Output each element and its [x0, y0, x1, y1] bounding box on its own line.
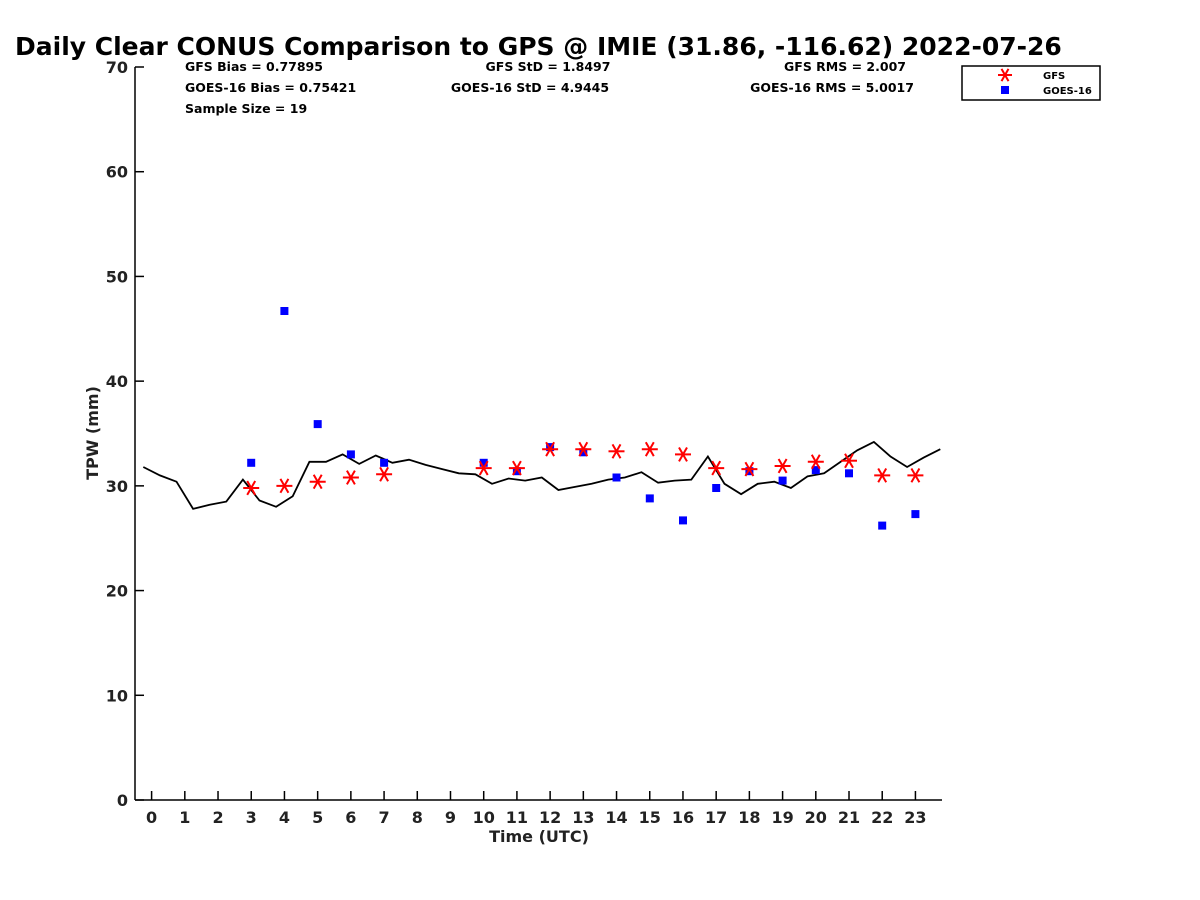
goes16-point — [679, 516, 687, 525]
legend-gfs-label: GFS — [1043, 71, 1065, 82]
goes16-point — [745, 467, 754, 476]
y-tick-label: 40 — [106, 372, 128, 391]
legend-gfs-asterisk — [998, 68, 1012, 82]
x-tick-label: 13 — [572, 808, 594, 827]
y-tick-label: 30 — [106, 477, 128, 496]
goes16-point — [247, 458, 256, 467]
goes16-point — [346, 450, 355, 459]
y-tick-label: 60 — [106, 163, 128, 182]
gfs-point — [907, 467, 924, 483]
gfs-point — [741, 461, 758, 477]
goes16-point — [512, 467, 521, 476]
goes16-point — [546, 443, 555, 452]
y-tick-label: 0 — [117, 791, 128, 810]
x-tick-label: 15 — [639, 808, 661, 827]
gfs-point — [475, 460, 492, 476]
x-tick-label: 21 — [838, 808, 860, 827]
gfs-std-stat: GFS StD = 1.8497 — [486, 59, 611, 74]
goes16-point — [911, 510, 920, 519]
x-tick-label: 11 — [506, 808, 528, 827]
legend-goes-marker — [1001, 86, 1009, 94]
goes16-point — [645, 494, 654, 503]
gfs-point — [575, 441, 592, 457]
y-tick-label: 20 — [106, 582, 128, 601]
goes16-point — [313, 420, 322, 429]
goes16-point — [778, 476, 787, 485]
goes16-point — [811, 466, 820, 475]
x-tick-label: 23 — [904, 808, 926, 827]
gps-series-line — [142, 440, 941, 510]
x-tick-label: 18 — [738, 808, 760, 827]
x-tick-label: 0 — [146, 808, 157, 827]
x-tick-label: 6 — [345, 808, 356, 827]
goes16-point — [280, 307, 289, 315]
x-tick-label: 22 — [871, 808, 893, 827]
goes16-point — [878, 521, 887, 530]
x-tick-label: 4 — [279, 808, 290, 827]
x-axis-label: Time (UTC) — [489, 827, 589, 846]
x-tick-label: 16 — [672, 808, 694, 827]
x-tick-label: 19 — [771, 808, 793, 827]
gfs-point — [774, 458, 791, 474]
x-tick-label: 2 — [212, 808, 223, 827]
legend-goes-label: GOES-16 — [1043, 86, 1092, 97]
goes16-point — [380, 458, 389, 467]
gfs-point — [675, 447, 691, 462]
y-axis-label: TPW (mm) — [83, 386, 102, 480]
gfs-rms-stat: GFS RMS = 2.007 — [784, 59, 906, 74]
gfs-point — [641, 441, 658, 457]
gfs-point — [376, 466, 393, 482]
goes-std-stat: GOES-16 StD = 4.9445 — [451, 80, 609, 95]
goes16-point — [579, 448, 588, 457]
y-tick-label: 70 — [106, 58, 128, 77]
chart-title: Daily Clear CONUS Comparison to GPS @ IM… — [15, 32, 1062, 61]
goes16-point — [612, 473, 621, 482]
x-tick-label: 20 — [805, 808, 827, 827]
gfs-point — [542, 441, 559, 457]
gfs-bias-stat: GFS Bias = 0.77895 — [185, 59, 323, 74]
goes-bias-stat: GOES-16 Bias = 0.75421 — [185, 80, 356, 95]
goes16-point — [712, 484, 721, 492]
goes16-point — [845, 469, 853, 478]
stats-block: GFS Bias = 0.77895 GOES-16 Bias = 0.7542… — [185, 59, 914, 116]
sample-size-stat: Sample Size = 19 — [185, 101, 307, 116]
legend-box — [961, 65, 1101, 101]
y-tick-label: 50 — [106, 267, 128, 286]
legend: GFS GOES-16 — [961, 65, 1101, 101]
x-tick-label: 14 — [605, 808, 627, 827]
gfs-point — [608, 443, 625, 459]
x-tick-label: 10 — [473, 808, 495, 827]
x-tick-label: 7 — [379, 808, 390, 827]
x-tick-label: 8 — [412, 808, 423, 827]
goes-rms-stat: GOES-16 RMS = 5.0017 — [750, 80, 914, 95]
gfs-point — [276, 478, 293, 494]
legend-gfs-marker — [998, 68, 1012, 82]
gfs-point — [508, 460, 525, 476]
gfs-point — [708, 460, 725, 476]
gfs-point — [874, 467, 891, 483]
gfs-point — [342, 470, 359, 485]
x-tick-label: 9 — [445, 808, 456, 827]
x-tick-label: 17 — [705, 808, 727, 827]
x-tick-label: 12 — [539, 808, 561, 827]
gfs-point — [807, 454, 824, 470]
y-tick-label: 10 — [106, 686, 128, 705]
x-tick-label: 3 — [246, 808, 257, 827]
goes16-point — [479, 458, 488, 467]
gfs-point — [243, 480, 260, 496]
gfs-point — [309, 474, 326, 490]
x-tick-label: 1 — [179, 808, 190, 827]
x-tick-label: 5 — [312, 808, 323, 827]
gfs-point — [841, 453, 857, 469]
